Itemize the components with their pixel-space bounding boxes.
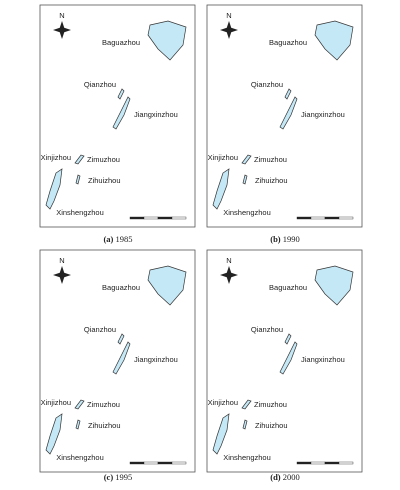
island bbox=[147, 265, 187, 306]
island-label: Qianzhou bbox=[84, 80, 116, 89]
scale-bar bbox=[324, 216, 340, 220]
island bbox=[314, 265, 354, 306]
caption-label: (b) bbox=[270, 234, 281, 244]
scale-bar bbox=[129, 461, 145, 465]
scale-bar bbox=[143, 216, 159, 220]
island-label: Zihuizhou bbox=[255, 421, 288, 430]
island bbox=[112, 96, 131, 130]
island bbox=[242, 174, 248, 185]
scale-bar bbox=[296, 461, 312, 465]
island-label: Xinjizhou bbox=[208, 153, 238, 162]
island bbox=[284, 333, 292, 345]
island-label: Zihuizhou bbox=[88, 421, 121, 430]
island-label: Zihuizhou bbox=[88, 176, 121, 185]
island bbox=[241, 399, 252, 410]
island-label: Zihuizhou bbox=[255, 176, 288, 185]
island-label: Zimuzhou bbox=[254, 400, 287, 409]
island bbox=[117, 333, 125, 345]
island bbox=[212, 413, 230, 455]
scale-bar bbox=[143, 461, 159, 465]
island-label: Zimuzhou bbox=[254, 155, 287, 164]
island-label: Jiangxinzhou bbox=[301, 355, 345, 364]
scale-bar bbox=[171, 461, 187, 465]
island-label: Xinshengzhou bbox=[56, 453, 104, 462]
island-label: Baguazhou bbox=[269, 283, 307, 292]
island bbox=[112, 341, 131, 375]
scale-bar bbox=[157, 461, 173, 465]
scale-bar bbox=[338, 216, 354, 220]
island bbox=[147, 20, 187, 61]
caption-year: 1995 bbox=[115, 472, 132, 482]
north-label: N bbox=[226, 11, 231, 20]
island-label: Qianzhou bbox=[84, 325, 116, 334]
panel-frame bbox=[206, 249, 363, 473]
panel-caption: (c) 1995 bbox=[104, 472, 133, 482]
island bbox=[45, 413, 63, 455]
caption-label: (d) bbox=[270, 472, 281, 482]
island bbox=[242, 419, 248, 430]
island bbox=[74, 154, 85, 165]
island bbox=[279, 341, 298, 375]
island-label: Jiangxinzhou bbox=[134, 110, 178, 119]
island bbox=[117, 88, 125, 100]
island-label: Xinjizhou bbox=[208, 398, 238, 407]
panel-caption: (a) 1985 bbox=[103, 234, 132, 244]
island-label: Jiangxinzhou bbox=[134, 355, 178, 364]
north-label: N bbox=[59, 11, 64, 20]
north-arrow bbox=[220, 21, 238, 39]
north-label: N bbox=[226, 256, 231, 265]
scale-bar bbox=[129, 216, 145, 220]
north-arrow bbox=[53, 266, 71, 284]
scale-bar bbox=[157, 216, 173, 220]
island bbox=[45, 168, 63, 210]
panel-caption: (d) 2000 bbox=[270, 472, 300, 482]
caption-label: (c) bbox=[104, 472, 114, 482]
caption-year: 1985 bbox=[116, 234, 133, 244]
scale-bar bbox=[310, 216, 326, 220]
island bbox=[74, 399, 85, 410]
map-panel: N Baguazhou Qianzhou Jiangxinzhou Xinjizhou Z… bbox=[206, 4, 363, 228]
island-label: Xinshengzhou bbox=[223, 208, 271, 217]
panel-caption: (b) 1990 bbox=[270, 234, 300, 244]
island bbox=[279, 96, 298, 130]
caption-label: (a) bbox=[103, 234, 113, 244]
island bbox=[314, 20, 354, 61]
island bbox=[241, 154, 252, 165]
panel-frame bbox=[39, 249, 196, 473]
scale-bar bbox=[338, 461, 354, 465]
island-label: Xinjizhou bbox=[41, 398, 71, 407]
island-label: Baguazhou bbox=[269, 38, 307, 47]
island bbox=[75, 419, 81, 430]
caption-year: 2000 bbox=[283, 472, 300, 482]
island-label: Xinshengzhou bbox=[223, 453, 271, 462]
scale-bar bbox=[171, 216, 187, 220]
island bbox=[212, 168, 230, 210]
island-label: Xinshengzhou bbox=[56, 208, 104, 217]
island-label: Jiangxinzhou bbox=[301, 110, 345, 119]
map-panel: N Baguazhou Qianzhou Jiangxinzhou Xinjizhou Z… bbox=[206, 249, 363, 473]
scale-bar bbox=[324, 461, 340, 465]
island bbox=[284, 88, 292, 100]
north-arrow bbox=[220, 266, 238, 284]
map-panel: N Baguazhou Qianzhou Jiangxinzhou Xinjizhou Z… bbox=[39, 249, 196, 473]
island-label: Xinjizhou bbox=[41, 153, 71, 162]
caption-year: 1990 bbox=[283, 234, 300, 244]
panel-frame bbox=[39, 4, 196, 228]
scale-bar bbox=[310, 461, 326, 465]
north-label: N bbox=[59, 256, 64, 265]
island-label: Qianzhou bbox=[251, 325, 283, 334]
island-label: Zimuzhou bbox=[87, 400, 120, 409]
island-label: Zimuzhou bbox=[87, 155, 120, 164]
island-label: Baguazhou bbox=[102, 38, 140, 47]
north-arrow bbox=[53, 21, 71, 39]
island bbox=[75, 174, 81, 185]
map-panel: N Baguazhou Qianzhou Jiangxinzhou Xinjizhou Z… bbox=[39, 4, 196, 228]
island-label: Qianzhou bbox=[251, 80, 283, 89]
island-label: Baguazhou bbox=[102, 283, 140, 292]
scale-bar bbox=[296, 216, 312, 220]
panel-frame bbox=[206, 4, 363, 228]
